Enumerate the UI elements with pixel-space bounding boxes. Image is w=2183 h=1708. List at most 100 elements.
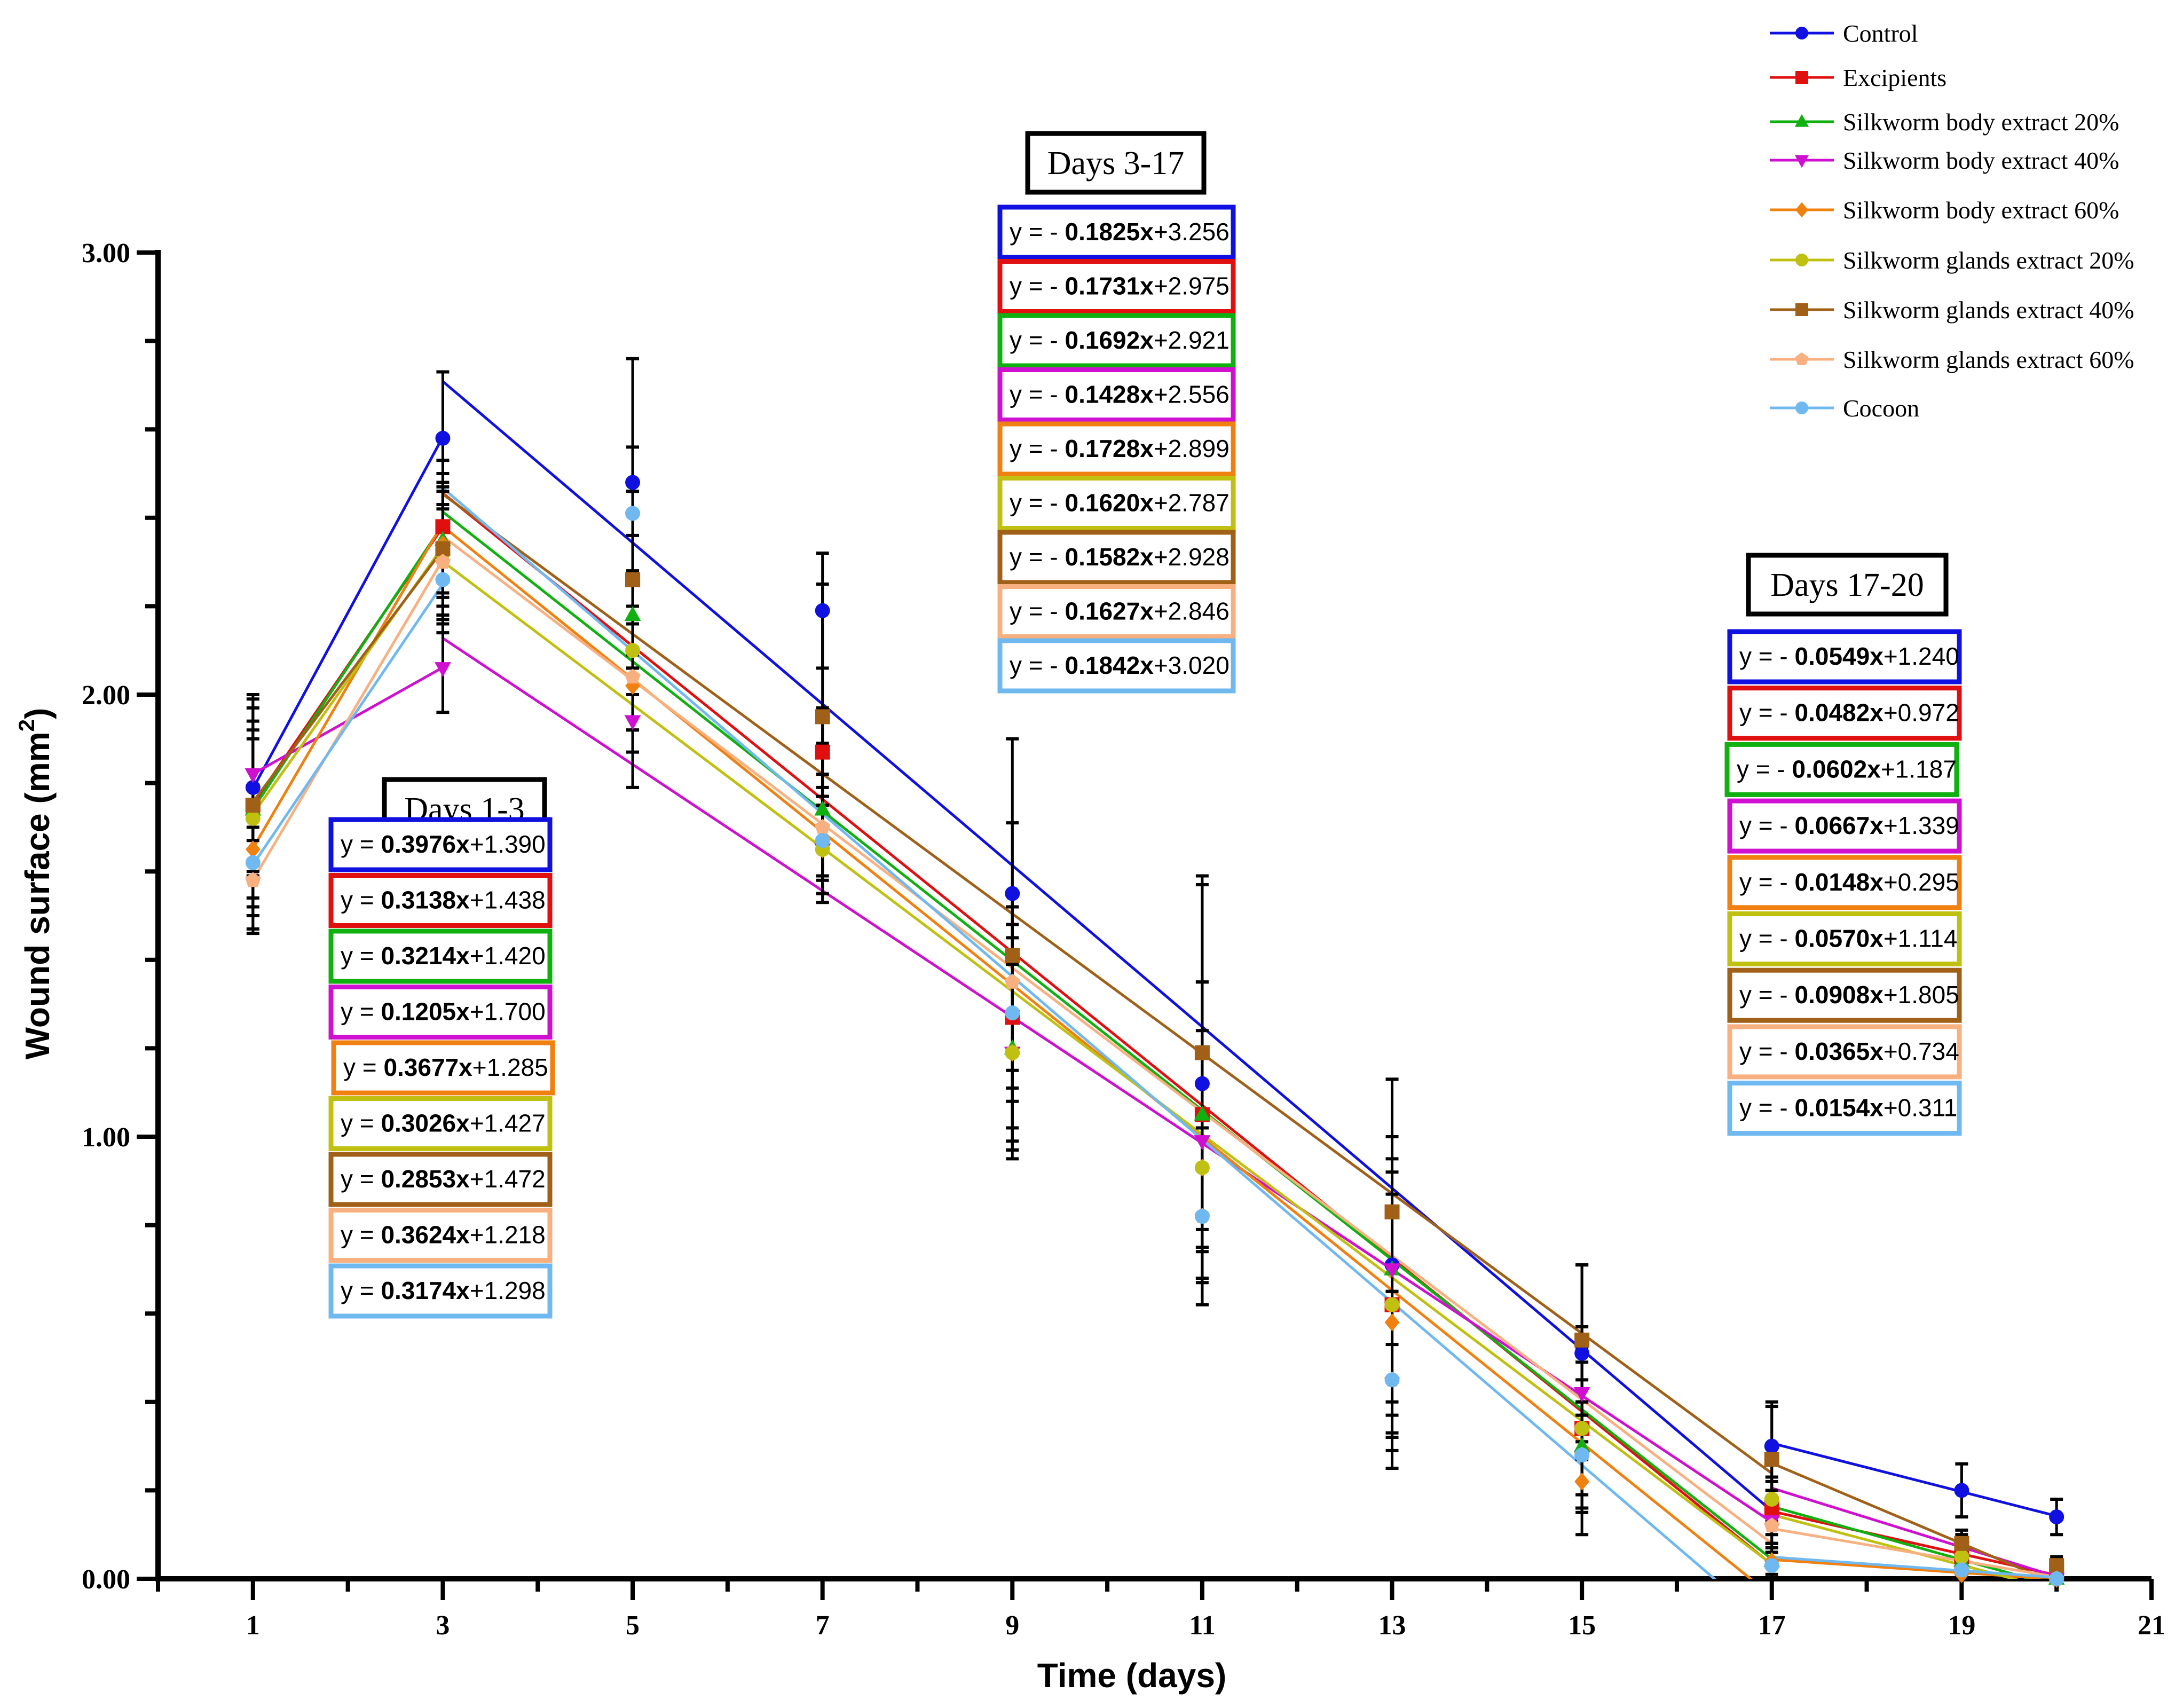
legend-marker — [1795, 27, 1808, 40]
equation-slope: 0.3214x — [381, 942, 470, 970]
legend-label: Silkworm glands extract 40% — [1843, 296, 2134, 324]
legend-label: Control — [1843, 20, 1918, 47]
equation-prefix: y = - — [1739, 1037, 1795, 1065]
equation-box — [1727, 798, 1962, 854]
legend-marker — [1795, 202, 1808, 218]
equation-box — [997, 313, 1236, 368]
y-axis-label: Wound surface (mm2) — [14, 708, 57, 1060]
equation-box — [1727, 629, 1962, 684]
equation-text: y = - 0.0482x+0.972 — [1739, 699, 1959, 727]
equation-slope: 0.1692x — [1065, 326, 1154, 354]
equation-slope: 0.1620x — [1065, 489, 1154, 517]
data-point-series-8 — [815, 819, 831, 834]
data-point-series-4 — [1384, 1263, 1400, 1279]
equation-slope: 0.0570x — [1795, 925, 1884, 953]
data-point-series-9 — [1764, 1558, 1779, 1573]
equation-box — [1727, 1081, 1962, 1136]
equation-prefix: y = - — [1010, 272, 1065, 300]
equation-slope: 0.3026x — [381, 1109, 470, 1137]
data-point-series-6 — [1384, 1297, 1400, 1312]
equation-slope: 0.0602x — [1792, 755, 1881, 783]
data-point-series-6 — [625, 643, 641, 658]
equation-prefix: y = - — [1010, 381, 1065, 408]
data-point-series-7 — [1574, 1332, 1590, 1348]
legend-marker — [1795, 71, 1808, 84]
equation-text: y = 0.3174x+1.298 — [341, 1277, 546, 1304]
fit-line-1-series-3 — [251, 524, 444, 810]
fit-line-1-series-8 — [251, 559, 444, 881]
data-point-series-4 — [435, 662, 451, 678]
data-point-series-9 — [435, 572, 451, 587]
data-markers — [245, 430, 2065, 1588]
data-point-series-1 — [435, 430, 451, 446]
regression-title: Days 3-17 — [1047, 145, 1185, 182]
equation-prefix: y = - — [1739, 925, 1795, 953]
equation-text: y = - 0.1428x+2.556 — [1010, 381, 1230, 408]
equation-text: y = - 0.1842x+3.020 — [1010, 651, 1230, 679]
equation-text: y = 0.1205x+1.700 — [341, 998, 546, 1026]
equation-intercept: +1.240 — [1883, 642, 1959, 670]
data-point-series-4 — [1194, 1135, 1211, 1151]
data-point-series-6 — [1954, 1549, 1969, 1564]
data-point-series-1 — [245, 780, 261, 795]
data-point-series-7 — [1384, 1204, 1400, 1219]
equation-box — [997, 204, 1236, 260]
equation-text: y = 0.3624x+1.218 — [341, 1221, 546, 1249]
legend-marker — [1794, 155, 1809, 168]
data-point-series-9 — [1384, 1372, 1400, 1388]
equation-box — [997, 367, 1236, 422]
equation-intercept: +0.311 — [1883, 1094, 1958, 1122]
equation-slope: 0.0154x — [1795, 1094, 1884, 1122]
equation-slope: 0.1825x — [1065, 218, 1154, 246]
data-point-series-1 — [1574, 1345, 1590, 1361]
data-point-series-8 — [435, 554, 451, 569]
fit-line-3-series-9 — [1771, 1555, 2057, 1579]
equation-text: y = - 0.0148x+0.295 — [1739, 868, 1959, 896]
regression-title: Days 17-20 — [1770, 567, 1924, 603]
fit-line-3-series-7 — [1771, 1462, 2049, 1579]
equation-intercept: +0.295 — [1883, 868, 1959, 896]
equation-intercept: +1.298 — [470, 1277, 546, 1304]
fit-line-1-series-1 — [251, 436, 444, 790]
equation-prefix: y = - — [1010, 543, 1065, 571]
regression-title-box — [1025, 131, 1207, 195]
equation-prefix: y = — [341, 886, 381, 914]
equation-box — [331, 1040, 555, 1096]
equation-slope: 0.1428x — [1065, 381, 1154, 408]
fit-line-2-series-3 — [442, 510, 1773, 1561]
equation-text: y = - 0.0549x+1.240 — [1739, 642, 1959, 670]
data-point-series-7 — [1005, 948, 1020, 963]
equation-slope: 0.3976x — [381, 830, 470, 858]
equation-intercept: +1.700 — [470, 998, 546, 1026]
data-point-series-9 — [1954, 1562, 1969, 1578]
data-point-series-9 — [2049, 1571, 2064, 1586]
data-point-series-4 — [624, 715, 641, 730]
x-tick-label: 1 — [246, 1610, 260, 1641]
equation-box — [328, 817, 553, 872]
x-tick-label: 15 — [1568, 1610, 1596, 1641]
equation-prefix: y = - — [1737, 755, 1792, 783]
legend-marker — [1795, 303, 1808, 316]
fit-line-2-series-8 — [442, 535, 1773, 1545]
equation-box — [997, 476, 1236, 531]
equation-box — [328, 1208, 553, 1263]
y-axis-label-close: ) — [18, 708, 57, 719]
data-point-series-1 — [815, 603, 830, 618]
equation-box — [328, 1152, 553, 1207]
equation-text: y = - 0.1825x+3.256 — [1010, 218, 1230, 246]
equation-text: y = - 0.0570x+1.114 — [1739, 925, 1957, 953]
fit-line-3-series-1 — [1771, 1442, 2057, 1517]
equation-intercept: +0.734 — [1883, 1037, 1959, 1065]
equation-slope: 0.0148x — [1795, 868, 1884, 896]
regression-title-box — [1746, 553, 1949, 617]
equation-prefix: y = — [341, 1277, 381, 1304]
equation-box — [1727, 686, 1962, 741]
legend-label: Silkworm body extract 40% — [1843, 147, 2119, 174]
x-tick-label: 13 — [1378, 1610, 1406, 1641]
equation-text: y = 0.2853x+1.472 — [341, 1165, 546, 1193]
equation-prefix: y = - — [1010, 218, 1065, 246]
fit-line-2-series-6 — [442, 560, 1773, 1565]
data-point-series-4 — [1573, 1387, 1590, 1403]
fit-line-2-series-4 — [442, 637, 1773, 1523]
